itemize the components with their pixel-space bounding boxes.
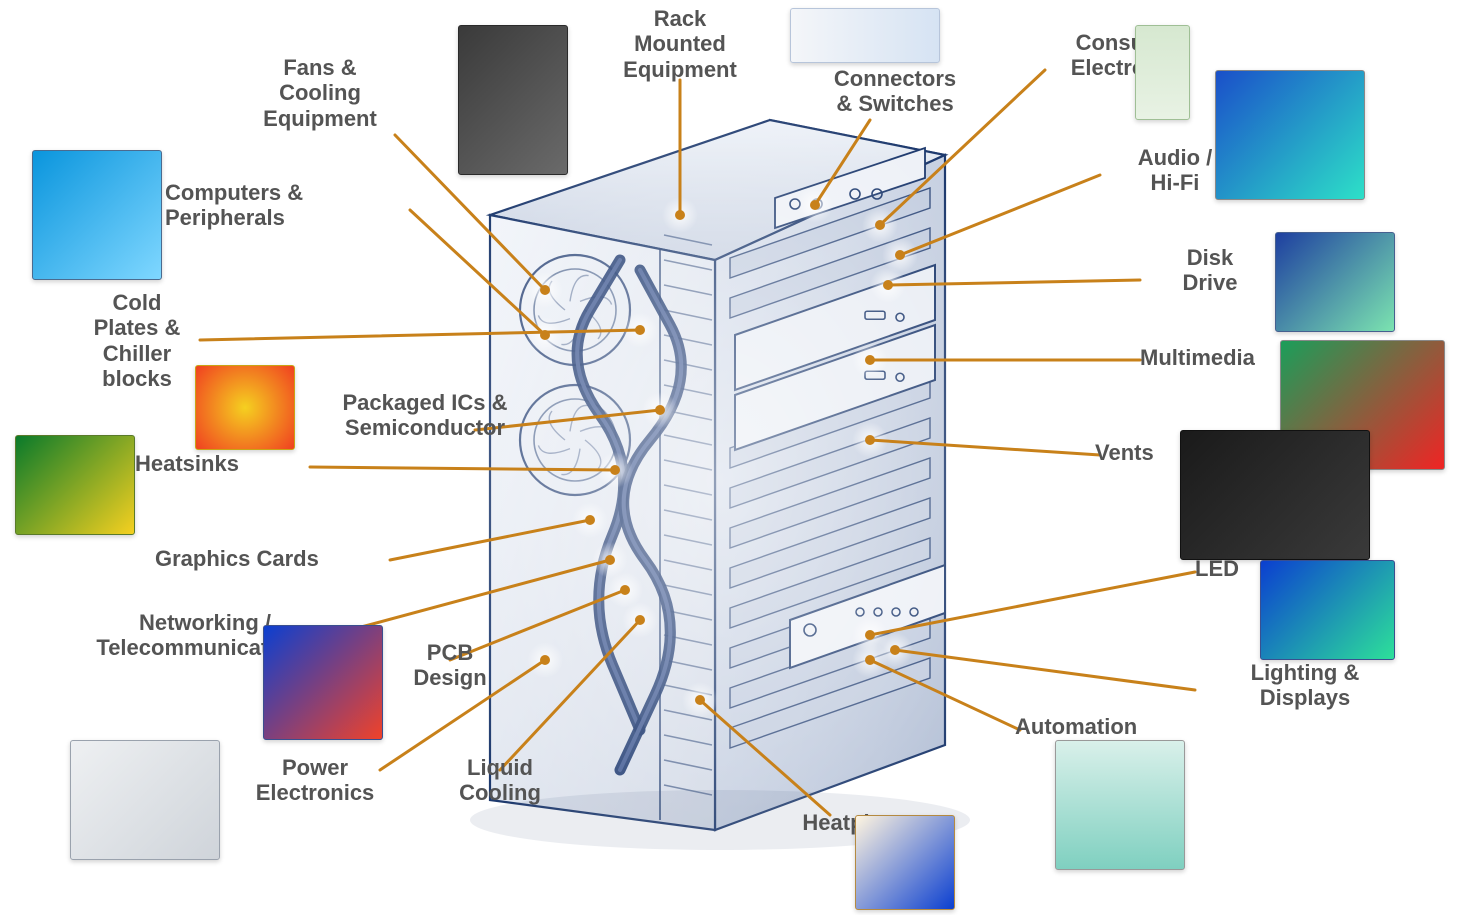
thumbnail-th-disk bbox=[1275, 232, 1395, 332]
thumbnail-th-connectors bbox=[790, 8, 940, 63]
label-connectors: Connectors & Switches bbox=[785, 66, 1005, 117]
thumbnail-th-pcb bbox=[263, 625, 383, 740]
thumbnail-th-heatsinks bbox=[15, 435, 135, 535]
label-consumer: Consumer Electronics bbox=[1020, 30, 1240, 81]
label-pcb-design: PCB Design bbox=[380, 640, 520, 691]
thumbnail-th-consumer bbox=[1135, 25, 1190, 120]
label-packaged-ics: Packaged ICs & Semiconductor bbox=[295, 390, 555, 441]
label-heatsinks: Heatsinks bbox=[135, 451, 335, 476]
label-rack-mounted: Rack Mounted Equipment bbox=[580, 6, 780, 82]
thumbnail-th-rack bbox=[458, 25, 568, 175]
thumbnail-th-power bbox=[70, 740, 220, 860]
thumbnail-th-led bbox=[1260, 560, 1395, 660]
thumbnail-th-heatpipes bbox=[855, 815, 955, 910]
label-disk-drive: Disk Drive bbox=[1140, 245, 1280, 296]
diagram-stage: Rack Mounted Equipment Fans & Cooling Equ… bbox=[0, 0, 1479, 915]
thumbnail-th-automation bbox=[1055, 740, 1185, 870]
label-automation: Automation bbox=[1015, 714, 1235, 739]
label-cold-plates: Cold Plates & Chiller blocks bbox=[62, 290, 212, 391]
thumbnail-th-computers bbox=[32, 150, 162, 280]
label-liquid-cooling: Liquid Cooling bbox=[420, 755, 580, 806]
label-computers: Computers & Peripherals bbox=[165, 180, 425, 231]
thumbnail-th-ic bbox=[195, 365, 295, 450]
thumbnail-th-audio bbox=[1215, 70, 1365, 200]
thumbnail-th-vents bbox=[1180, 430, 1370, 560]
label-lighting: Lighting & Displays bbox=[1195, 660, 1415, 711]
label-graphics: Graphics Cards bbox=[155, 546, 435, 571]
label-power-elec: Power Electronics bbox=[215, 755, 415, 806]
label-fans-cooling: Fans & Cooling Equipment bbox=[220, 55, 420, 131]
